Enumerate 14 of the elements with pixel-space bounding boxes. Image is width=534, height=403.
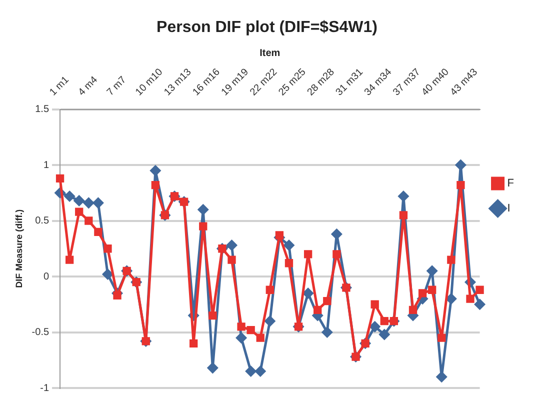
y-tick-label: -0.5 bbox=[32, 327, 50, 338]
y-tick-label: 1 bbox=[43, 160, 50, 171]
y-tick-label: 0 bbox=[43, 271, 50, 282]
y-axis-title: DIF Measure (diff.) bbox=[14, 209, 24, 288]
x-tick-label: 7 m7 bbox=[105, 74, 129, 98]
legend-label: I bbox=[507, 202, 510, 215]
legend-label: F bbox=[507, 178, 514, 190]
x-axis-title: Item bbox=[260, 48, 280, 59]
y-tick-label: -1 bbox=[40, 382, 50, 394]
chart-title: Person DIF plot (DIF=$S4W1) bbox=[156, 19, 378, 36]
y-tick-label: 1.5 bbox=[35, 104, 50, 116]
x-tick-label: 4 m4 bbox=[76, 74, 100, 98]
x-tick-label: 1 m1 bbox=[48, 74, 72, 98]
y-tick-label: 0.5 bbox=[35, 216, 50, 227]
